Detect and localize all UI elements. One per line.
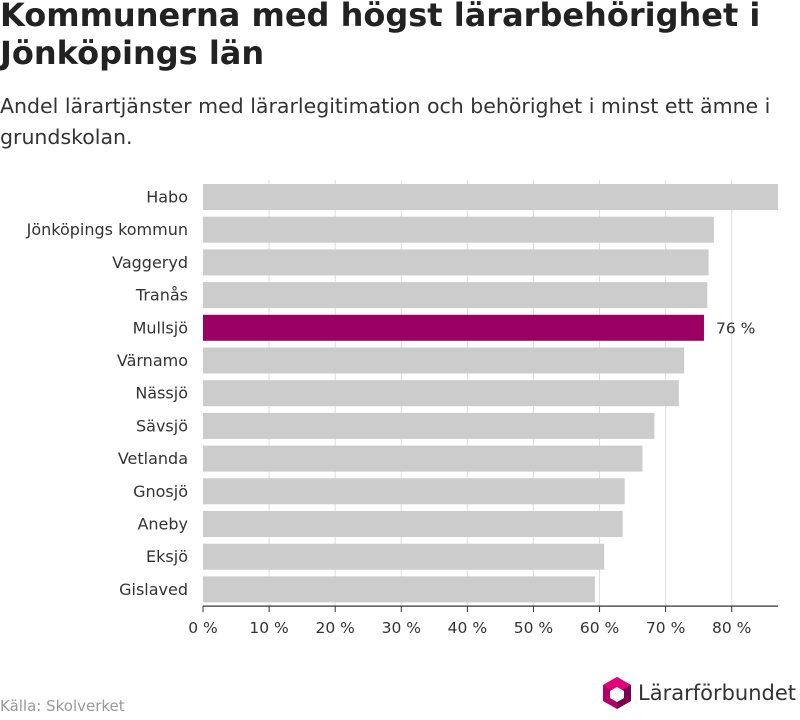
bar (203, 380, 679, 407)
bar (203, 576, 595, 603)
category-label: Habo (146, 188, 188, 207)
x-tick-label: 50 % (514, 619, 553, 637)
chart-subtitle: Andel lärartjänster med lärarlegitimatio… (0, 94, 771, 149)
bar (203, 347, 685, 374)
logo-text: Lärarförbundet (638, 681, 797, 705)
x-tick-label: 0 % (188, 619, 218, 637)
hexagon-logo-icon (603, 677, 631, 709)
category-label: Vetlanda (118, 449, 188, 468)
bar (203, 445, 643, 472)
category-label: Jönköpings kommun (26, 220, 188, 239)
x-tick-label: 70 % (646, 619, 685, 637)
category-label: Vaggeryd (112, 253, 188, 272)
bar (203, 543, 605, 570)
bar (203, 412, 655, 439)
x-tick-label: 20 % (315, 619, 354, 637)
x-tick-label: 80 % (712, 619, 751, 637)
bar (203, 511, 623, 537)
x-tick-label: 10 % (249, 619, 288, 637)
category-label: Aneby (137, 515, 188, 534)
bar (203, 282, 708, 309)
category-label: Gnosjö (133, 482, 188, 501)
x-tick-label: 40 % (448, 619, 487, 637)
category-label: Nässjö (135, 384, 188, 403)
bar (203, 184, 778, 210)
brand-logo: Lärarförbundet (601, 676, 796, 710)
bar (203, 216, 714, 243)
bar (203, 314, 704, 341)
category-label: Sävsjö (136, 416, 188, 435)
bar-chart: 0 % 10 % 20 % 30 % 40 % 50 % 60 % 70 % 80 % Habo J… (26, 180, 778, 637)
bar (203, 249, 709, 276)
category-label: Eksjö (146, 547, 188, 566)
x-tick-label: 60 % (580, 619, 619, 637)
category-label: Tranås (135, 286, 188, 305)
x-tick-label: 30 % (382, 619, 421, 637)
data-label: 76 % (716, 319, 755, 337)
bar (203, 478, 625, 505)
source-note: Källa: Skolverket (0, 697, 125, 715)
category-label: Gislaved (119, 580, 188, 599)
chart-title: Kommunerna med högst lärarbehörighet i J… (0, 0, 761, 72)
category-label: Värnamo (117, 351, 188, 370)
category-label: Mullsjö (133, 318, 188, 337)
